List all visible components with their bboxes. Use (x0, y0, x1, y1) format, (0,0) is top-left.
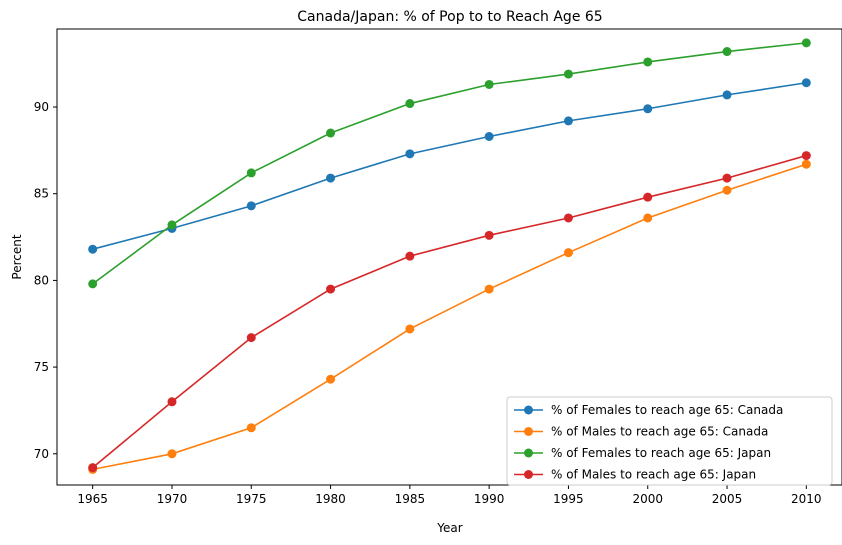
legend-label: % of Females to reach age 65: Canada (551, 403, 783, 417)
legend-marker (524, 427, 533, 436)
series-layer (88, 38, 811, 474)
data-point (484, 230, 494, 240)
x-tick-label: 1995 (553, 492, 584, 506)
legend-marker (524, 470, 533, 479)
data-point (405, 149, 415, 159)
data-point (167, 449, 177, 459)
data-point (722, 185, 732, 195)
data-point (246, 333, 256, 343)
x-tick-label: 2010 (791, 492, 822, 506)
y-axis-title: Percent (10, 234, 24, 279)
data-point (801, 38, 811, 48)
series-1 (88, 78, 811, 254)
x-tick-label: 2000 (632, 492, 663, 506)
data-point (326, 173, 336, 183)
data-point (563, 116, 573, 126)
legend-label: % of Males to reach age 65: Canada (551, 425, 768, 439)
data-point (643, 104, 653, 114)
legend-marker (524, 405, 533, 415)
x-axis-title: Year (436, 521, 462, 535)
x-tick-label: 2005 (712, 492, 743, 506)
x-tick-label: 1990 (474, 492, 505, 506)
data-point (484, 284, 494, 294)
y-tick-label: 85 (34, 187, 49, 201)
data-point (405, 324, 415, 334)
y-tick-label: 80 (34, 273, 49, 287)
y-tick-label: 75 (34, 360, 49, 374)
y-axis: 70 75 80 85 90 (34, 100, 57, 461)
legend-box (506, 396, 833, 486)
data-point (405, 99, 415, 109)
data-point (88, 279, 98, 289)
legend-label: % of Males to reach age 65: Japan (551, 468, 756, 482)
chart-title: Canada/Japan: % of Pop to to Reach Age 6… (297, 9, 602, 25)
data-point (643, 213, 653, 223)
data-point (484, 131, 494, 141)
data-point (643, 57, 653, 67)
legend-entry: % of Females to reach age 65: Canada (514, 403, 783, 417)
data-point (801, 78, 811, 88)
data-point (801, 159, 811, 169)
x-tick-label: 1965 (77, 492, 108, 506)
plot-area (56, 28, 842, 486)
series-line (92, 163, 807, 471)
legend-marker (524, 448, 533, 458)
series-line (92, 154, 807, 469)
series-line (92, 42, 807, 285)
data-point (326, 374, 336, 384)
data-point (326, 284, 336, 294)
data-point (246, 201, 256, 211)
legend-label: % of Females to reach age 65: Japan (551, 446, 771, 460)
data-point (167, 220, 177, 230)
series-3 (88, 38, 811, 289)
x-tick-label: 1975 (236, 492, 267, 506)
data-point (722, 47, 732, 57)
x-tick-label: 1970 (157, 492, 188, 506)
data-point (246, 423, 256, 433)
data-point (326, 128, 336, 138)
series-line (92, 81, 807, 250)
data-point (88, 463, 98, 473)
data-point (88, 244, 98, 254)
data-point (167, 397, 177, 407)
data-point (722, 173, 732, 183)
data-point (246, 168, 256, 178)
x-tick-label: 1985 (395, 492, 426, 506)
data-point (484, 79, 494, 89)
legend-entry: % of Males to reach age 65: Japan (514, 468, 756, 482)
data-point (563, 69, 573, 79)
legend-entry: % of Males to reach age 65: Canada (514, 425, 768, 439)
x-axis: 1965 1970 1975 1980 1985 1990 1995 2000 2005 2010 (77, 485, 822, 506)
legend-entry: % of Females to reach age 65: Japan (514, 446, 771, 460)
data-point (801, 151, 811, 161)
series-4 (88, 151, 811, 473)
y-tick-label: 90 (34, 100, 49, 114)
y-tick-label: 70 (34, 447, 49, 461)
series-2 (88, 159, 811, 474)
data-point (722, 90, 732, 100)
data-point (643, 192, 653, 202)
data-point (563, 248, 573, 258)
legend: % of Females to reach age 65: Canada % of… (506, 396, 833, 486)
x-tick-label: 1980 (315, 492, 346, 506)
data-point (405, 251, 415, 261)
data-point (563, 213, 573, 223)
